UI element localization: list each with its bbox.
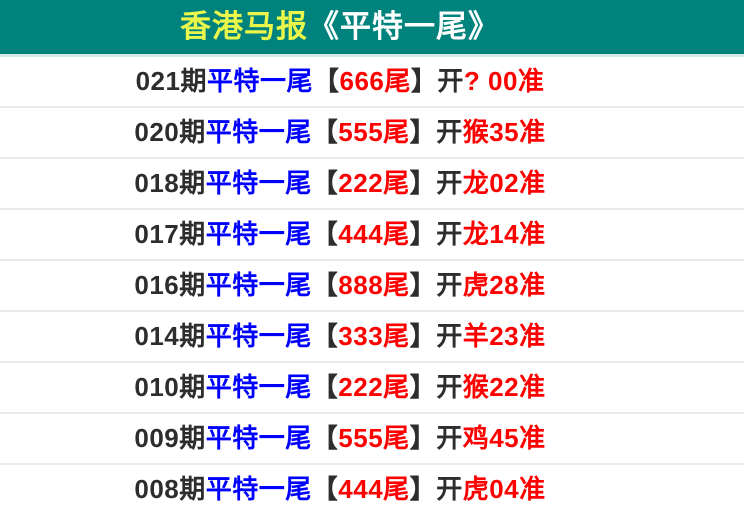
period-text: 014期 bbox=[134, 321, 206, 351]
tail-number: 222尾 bbox=[338, 168, 410, 198]
bracket-close: 】 bbox=[409, 372, 437, 402]
result-row: 017期平特一尾【444尾】开龙14准 bbox=[0, 210, 744, 261]
result-row: 021期平特一尾【666尾】开? 00准 bbox=[0, 57, 744, 108]
tip-label: 平特一尾 bbox=[205, 372, 312, 402]
open-prefix: 开 bbox=[436, 423, 463, 453]
period-text: 017期 bbox=[134, 219, 206, 249]
period-text: 021期 bbox=[135, 66, 207, 96]
tail-number: 222尾 bbox=[338, 372, 410, 402]
bracket-close: 】 bbox=[409, 117, 437, 147]
period-text: 009期 bbox=[134, 423, 206, 453]
tail-number: 555尾 bbox=[338, 117, 410, 147]
bracket-open: 【 bbox=[312, 66, 340, 96]
tip-label: 平特一尾 bbox=[205, 474, 312, 504]
open-prefix: 开 bbox=[436, 474, 463, 504]
period-text: 018期 bbox=[134, 168, 206, 198]
tail-number: 888尾 bbox=[338, 270, 410, 300]
tail-number: 444尾 bbox=[338, 219, 410, 249]
result-text: 猴22准 bbox=[462, 372, 546, 402]
result-row: 018期平特一尾【222尾】开龙02准 bbox=[0, 159, 744, 210]
tip-label: 平特一尾 bbox=[205, 219, 312, 249]
bracket-close: 】 bbox=[409, 321, 437, 351]
tip-label: 平特一尾 bbox=[205, 270, 312, 300]
tip-label: 平特一尾 bbox=[206, 66, 313, 96]
open-prefix: 开 bbox=[437, 66, 464, 96]
bracket-open: 【 bbox=[311, 219, 339, 249]
open-prefix: 开 bbox=[436, 270, 463, 300]
bracket-close: 】 bbox=[409, 423, 437, 453]
tip-label: 平特一尾 bbox=[205, 117, 312, 147]
period-text: 020期 bbox=[134, 117, 206, 147]
result-text: 猴35准 bbox=[462, 117, 546, 147]
page-title-bar: 香港马报《平特一尾》 bbox=[0, 0, 744, 57]
tip-label: 平特一尾 bbox=[205, 321, 312, 351]
page-title-highlight: 香港马报 bbox=[180, 9, 308, 44]
tail-number: 444尾 bbox=[338, 474, 410, 504]
tail-number: 666尾 bbox=[339, 66, 411, 96]
result-text: 羊23准 bbox=[462, 321, 546, 351]
page-title-rest: 《平特一尾》 bbox=[308, 9, 500, 44]
result-text: 虎28准 bbox=[462, 270, 546, 300]
tip-label: 平特一尾 bbox=[205, 168, 312, 198]
open-prefix: 开 bbox=[436, 168, 463, 198]
bracket-open: 【 bbox=[311, 372, 339, 402]
period-text: 016期 bbox=[134, 270, 206, 300]
period-text: 008期 bbox=[134, 474, 206, 504]
bracket-close: 】 bbox=[409, 270, 437, 300]
result-text: ? 00准 bbox=[463, 66, 545, 96]
open-prefix: 开 bbox=[436, 117, 463, 147]
result-row: 016期平特一尾【888尾】开虎28准 bbox=[0, 261, 744, 312]
result-row: 009期平特一尾【555尾】开鸡45准 bbox=[0, 414, 744, 465]
result-text: 鸡45准 bbox=[462, 423, 546, 453]
result-text: 虎04准 bbox=[462, 474, 546, 504]
bracket-close: 】 bbox=[409, 168, 437, 198]
bracket-open: 【 bbox=[311, 474, 339, 504]
result-row: 020期平特一尾【555尾】开猴35准 bbox=[0, 108, 744, 159]
bracket-close: 】 bbox=[409, 474, 437, 504]
result-text: 龙02准 bbox=[462, 168, 546, 198]
bracket-close: 】 bbox=[410, 66, 438, 96]
result-row: 008期平特一尾【444尾】开虎04准 bbox=[0, 465, 744, 516]
open-prefix: 开 bbox=[436, 219, 463, 249]
period-text: 010期 bbox=[134, 372, 206, 402]
tip-label: 平特一尾 bbox=[205, 423, 312, 453]
bracket-open: 【 bbox=[311, 321, 339, 351]
result-row: 014期平特一尾【333尾】开羊23准 bbox=[0, 312, 744, 363]
bracket-open: 【 bbox=[311, 423, 339, 453]
bracket-open: 【 bbox=[311, 270, 339, 300]
bracket-close: 】 bbox=[409, 219, 437, 249]
tail-number: 555尾 bbox=[338, 423, 410, 453]
results-list: 021期平特一尾【666尾】开? 00准 020期平特一尾【555尾】开猴35准 0… bbox=[0, 57, 744, 516]
result-text: 龙14准 bbox=[462, 219, 546, 249]
tail-number: 333尾 bbox=[338, 321, 410, 351]
open-prefix: 开 bbox=[436, 372, 463, 402]
result-row: 010期平特一尾【222尾】开猴22准 bbox=[0, 363, 744, 414]
bracket-open: 【 bbox=[311, 117, 339, 147]
open-prefix: 开 bbox=[436, 321, 463, 351]
bracket-open: 【 bbox=[311, 168, 339, 198]
